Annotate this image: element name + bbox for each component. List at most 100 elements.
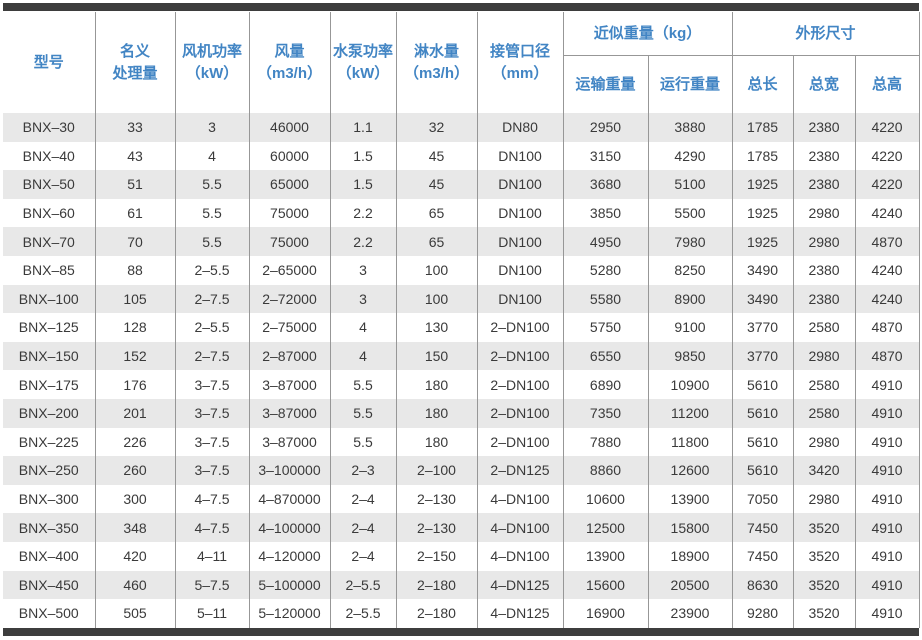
- table-cell: BNX–85: [3, 255, 96, 285]
- table-cell: 7450: [732, 513, 794, 542]
- col-header-spray-volume-line2: （m3/h）: [403, 64, 469, 82]
- col-header-total-height: 总高: [855, 55, 920, 113]
- group-header-dimensions-label: 外形尺寸: [795, 24, 856, 42]
- table-cell: 5610: [732, 456, 794, 485]
- table-cell: 20500: [648, 570, 733, 600]
- table-cell: BNX–450: [3, 570, 96, 600]
- table-cell: 4220: [855, 113, 920, 142]
- table-cell: BNX–225: [3, 427, 96, 457]
- table-cell: 23900: [648, 599, 733, 628]
- table-cell: 2–4: [330, 513, 397, 542]
- table-cell: 43: [95, 141, 176, 171]
- col-header-model: 型号: [3, 12, 96, 113]
- table-cell: 5610: [732, 427, 794, 457]
- table-cell: 2950: [563, 113, 649, 142]
- table-cell: 4–DN125: [477, 570, 564, 600]
- table-cell: 4240: [855, 284, 920, 314]
- table-cell: 3150: [563, 141, 649, 171]
- table-cell: 5100: [648, 170, 733, 199]
- table-cell: BNX–200: [3, 398, 96, 428]
- table-cell: 7450: [732, 541, 794, 571]
- table-cell: 13900: [648, 484, 733, 514]
- table-row: BNX–50 51 5.5 65000 1.5 45 DN100 3680 5100 1925 23…: [3, 170, 920, 199]
- table-cell: 3520: [793, 513, 856, 542]
- table-cell: 3490: [732, 284, 794, 314]
- col-header-pump-power-line2: （kW）: [336, 64, 390, 82]
- table-cell: 2580: [793, 313, 856, 342]
- table-cell: 75000: [249, 227, 331, 256]
- table-cell: 150: [396, 341, 478, 371]
- bottom-rule-bar: [3, 627, 919, 636]
- table-cell: 300: [95, 484, 176, 514]
- table-row: BNX–350 348 4–7.5 4–100000 2–4 2–130 4–DN100 12…: [3, 513, 920, 542]
- col-header-operating-weight: 运行重量: [648, 55, 733, 113]
- table-cell: 7350: [563, 398, 649, 428]
- table-cell: 2–DN100: [477, 370, 564, 399]
- col-header-air-volume-line2: （m3/h）: [256, 64, 322, 82]
- table-cell: 5610: [732, 398, 794, 428]
- table-cell: 2–DN100: [477, 427, 564, 457]
- table-cell: 2–7.5: [175, 284, 250, 314]
- table-cell: 105: [95, 284, 176, 314]
- table-cell: 65000: [249, 170, 331, 199]
- table-cell: 32: [396, 113, 478, 142]
- table-cell: 4240: [855, 198, 920, 228]
- table-cell: 3520: [793, 599, 856, 628]
- table-cell: 3–87000: [249, 370, 331, 399]
- table-cell: 60000: [249, 141, 331, 171]
- table-cell: 1.5: [330, 170, 397, 199]
- table-cell: 4910: [855, 513, 920, 542]
- table-cell: 201: [95, 398, 176, 428]
- col-header-operating-weight-label: 运行重量: [660, 75, 721, 93]
- table-cell: 2–DN100: [477, 341, 564, 371]
- table-cell: DN100: [477, 170, 564, 199]
- table-cell: 2–5.5: [175, 255, 250, 285]
- table-cell: 2–DN100: [477, 313, 564, 342]
- table-cell: 7980: [648, 227, 733, 256]
- table-cell: 2–DN100: [477, 398, 564, 428]
- table-cell: 3850: [563, 198, 649, 228]
- table-cell: 4220: [855, 170, 920, 199]
- table-row: BNX–150 152 2–7.5 2–87000 4 150 2–DN100 6550 985…: [3, 341, 920, 371]
- table-cell: 3–7.5: [175, 456, 250, 485]
- table-cell: 2580: [793, 398, 856, 428]
- table-cell: 2380: [793, 255, 856, 285]
- table-cell: 2–180: [396, 599, 478, 628]
- col-header-fan-power-line1: 风机功率: [181, 42, 242, 60]
- table-cell: BNX–350: [3, 513, 96, 542]
- col-header-transport-weight: 运输重量: [563, 55, 649, 113]
- spec-table: 型号 名义 处理量 风机功率 （kW） 风量 （m3/h） 水泵功率 （kW）: [3, 12, 920, 628]
- table-cell: 2.2: [330, 227, 397, 256]
- table-cell: 5–11: [175, 599, 250, 628]
- col-header-total-length: 总长: [732, 55, 794, 113]
- table-cell: 4240: [855, 255, 920, 285]
- table-cell: 8860: [563, 456, 649, 485]
- table-cell: 75000: [249, 198, 331, 228]
- table-cell: 5.5: [330, 398, 397, 428]
- table-cell: 2–5.5: [330, 599, 397, 628]
- table-cell: 9850: [648, 341, 733, 371]
- table-cell: 4870: [855, 313, 920, 342]
- table-cell: 88: [95, 255, 176, 285]
- table-cell: 33: [95, 113, 176, 142]
- table-cell: DN100: [477, 141, 564, 171]
- table-cell: 5.5: [330, 370, 397, 399]
- col-header-spray-volume-line1: 淋水量: [413, 42, 459, 60]
- table-cell: 4: [175, 141, 250, 171]
- table-cell: DN80: [477, 113, 564, 142]
- table-cell: 5280: [563, 255, 649, 285]
- table-cell: 4–DN100: [477, 541, 564, 571]
- table-row: BNX–85 88 2–5.5 2–65000 3 100 DN100 5280 8250 349…: [3, 255, 920, 285]
- table-cell: BNX–150: [3, 341, 96, 371]
- table-cell: 4–120000: [249, 541, 331, 571]
- table-cell: DN100: [477, 255, 564, 285]
- header-group-row: 型号 名义 处理量 风机功率 （kW） 风量 （m3/h） 水泵功率 （kW）: [3, 12, 920, 113]
- col-header-pump-power: 水泵功率 （kW）: [330, 12, 397, 113]
- table-cell: 2–4: [330, 484, 397, 514]
- table-cell: 4–DN100: [477, 513, 564, 542]
- table-cell: 8630: [732, 570, 794, 600]
- table-cell: 15800: [648, 513, 733, 542]
- table-cell: 152: [95, 341, 176, 371]
- table-cell: 5–120000: [249, 599, 331, 628]
- table-cell: 100: [396, 255, 478, 285]
